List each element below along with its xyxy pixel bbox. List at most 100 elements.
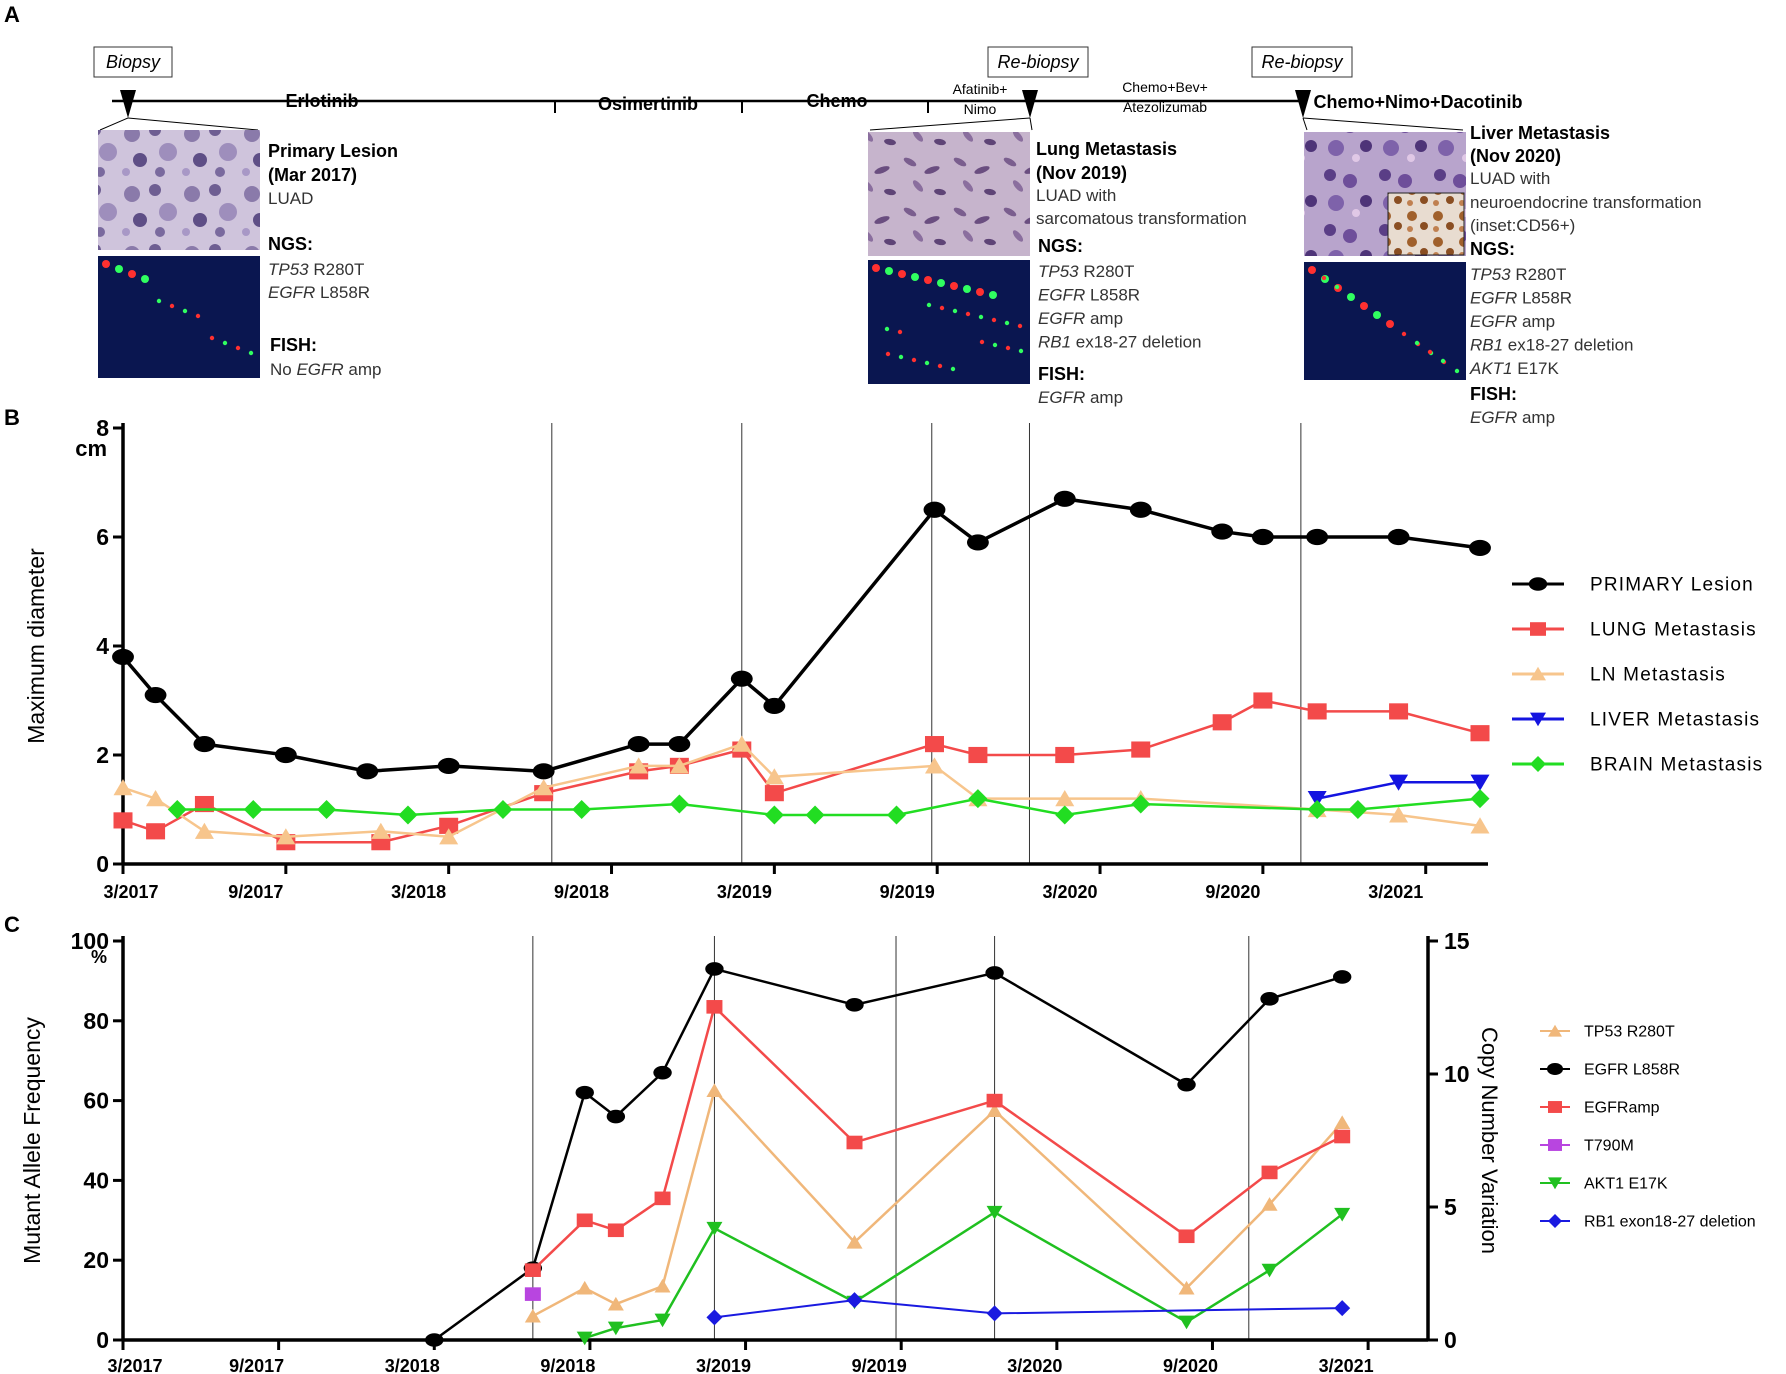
data-point-ln-metastasis [276, 828, 296, 845]
data-point-liver-metastasis [1307, 791, 1327, 808]
primary-fish-prefix: No [270, 360, 296, 379]
connector [869, 117, 1031, 131]
data-point-primary-lesion [966, 534, 989, 551]
data-point-akt1-e17k [1178, 1315, 1195, 1330]
data-point-primary-lesion [1387, 528, 1410, 546]
liver-fish-image-signal [1347, 293, 1355, 301]
legend-marker [1530, 712, 1546, 727]
data-point-brain-metastasis [764, 805, 784, 825]
x-tick-label: 3/2019 [696, 1356, 751, 1374]
legend-marker [1546, 1063, 1564, 1075]
liver-fish-image-signal [1427, 349, 1433, 355]
x-tick-label: 3/2017 [103, 882, 158, 902]
data-point-ln-metastasis [113, 779, 133, 796]
data-point-brain-metastasis [1131, 794, 1151, 814]
y-tick-label: 6 [96, 524, 109, 550]
liver-histology-2: neuroendocrine transformation [1470, 193, 1702, 212]
liver-fish-image-signal [1373, 311, 1381, 319]
data-point-ln-metastasis [146, 790, 166, 807]
data-point-brain-metastasis [1307, 800, 1327, 819]
data-point-tp53-r280t [846, 1235, 863, 1249]
biopsy-box [93, 46, 173, 78]
biopsy-label: Biopsy [106, 52, 161, 72]
data-point-ln-metastasis [371, 822, 391, 839]
data-point-rb1-exon18-27-deletion [1334, 1300, 1351, 1317]
liver-fish-image-signal [1321, 275, 1327, 281]
liver-fish-image-signal [1386, 320, 1394, 328]
data-point-brain-metastasis [243, 800, 263, 819]
data-point-egfr-l858r [653, 1065, 672, 1080]
lung-ngs-2-gene: EGFR [1038, 309, 1085, 328]
y-tick-label: 40 [83, 1167, 109, 1193]
y-right-tick-label: 15 [1444, 928, 1470, 954]
lung-fish-image [868, 260, 1030, 384]
lung-ngs-0-detail: R280T [1079, 262, 1135, 281]
series-line-egfr-l858r [433, 967, 1343, 1342]
data-point-egframp [1334, 1129, 1351, 1144]
lung-fish-image-signal [991, 317, 997, 323]
y-tick-label: 80 [83, 1008, 109, 1034]
primary-histology: LUAD [268, 189, 313, 208]
primary-fish-result: No EGFR amp [270, 360, 382, 379]
y-right-tick-label: 5 [1444, 1194, 1457, 1220]
panel-label-b: B [4, 405, 20, 430]
rebiopsy-2-label: Re-biopsy [1261, 52, 1343, 72]
liver-ngs-3-detail: ex18-27 deletion [1503, 336, 1633, 355]
data-point-akt1-e17k [706, 1221, 723, 1236]
data-point-egfr-l858r [985, 966, 1004, 980]
phase-afatinib-line2: Nimo [964, 101, 997, 117]
biopsy-arrowhead [120, 90, 136, 118]
data-point-ln-metastasis [439, 828, 459, 845]
data-point-egframp [654, 1191, 671, 1206]
x-tick-label: 9/2018 [554, 882, 609, 902]
data-point-brain-metastasis [1470, 789, 1490, 809]
data-point-lung-metastasis [924, 736, 944, 753]
x-tick-label: 3/2017 [107, 1356, 162, 1374]
data-point-akt1-e17k [607, 1321, 624, 1336]
legend-marker [1530, 622, 1546, 636]
lung-fish-image-signal [937, 363, 943, 369]
primary-ngs-tp53-gene: TP53 [268, 260, 309, 279]
data-point-brain-metastasis [669, 794, 689, 814]
data-point-brain-metastasis [805, 805, 825, 825]
x-tick-label: 3/2021 [1319, 1356, 1374, 1374]
data-point-ln-metastasis [924, 757, 944, 774]
data-point-ln-metastasis [732, 735, 752, 752]
lung-fish-image-signal [911, 357, 917, 363]
lung-fish-image-signal [992, 342, 998, 348]
data-point-brain-metastasis [968, 789, 988, 809]
data-point-primary-lesion [763, 697, 786, 715]
lung-histology-image [868, 132, 1030, 256]
data-point-primary-lesion [1053, 490, 1076, 507]
x-tick-label: 3/2020 [1007, 1356, 1062, 1374]
series-line-lung-metastasis [122, 699, 1481, 844]
data-point-tp53-r280t [706, 1083, 723, 1098]
liver-ngs-4: AKT1 E17K [1469, 359, 1560, 378]
panel-b-chart: B 0 2 4 6 8cm 3/2017 9/2017 3/2018 9/2018 3/2019 9/… [4, 405, 1762, 902]
lung-fish-image-signal [979, 339, 985, 345]
data-point-akt1-e17k [576, 1331, 593, 1346]
rebiopsy-2-arrowhead [1295, 90, 1311, 118]
lung-fish-image-signal [952, 308, 958, 314]
lung-ngs-3-detail: ex18-27 deletion [1071, 333, 1201, 352]
lung-fish-image-signal [885, 267, 893, 275]
data-point-lung-metastasis [1307, 703, 1327, 720]
x-tick-label: 3/2021 [1368, 882, 1423, 902]
lung-fish-image-signal [950, 366, 956, 372]
liver-fish-result: EGFR amp [1470, 408, 1555, 427]
data-point-primary-lesion [1211, 523, 1234, 540]
legend-label: EGFRamp [1584, 1100, 1660, 1117]
data-point-rb1-exon18-27-deletion [846, 1292, 863, 1309]
data-point-lung-metastasis [968, 746, 988, 764]
lung-fish-image-signal [885, 351, 891, 357]
data-point-lung-metastasis [1055, 746, 1075, 764]
liver-ngs-4-detail: E17K [1513, 359, 1560, 378]
data-point-egframp [607, 1223, 624, 1238]
x-tick-label: 9/2017 [229, 1356, 284, 1374]
liver-ngs-4-gene: AKT1 [1469, 359, 1513, 378]
lung-fish-image-signal [978, 314, 984, 320]
primary-ngs-tp53: TP53 R280T [268, 260, 364, 279]
series-line-rb1-exon18-27-deletion [714, 1299, 1343, 1319]
liver-ngs-3-gene: RB1 [1470, 336, 1503, 355]
data-point-ln-metastasis [1470, 817, 1490, 834]
